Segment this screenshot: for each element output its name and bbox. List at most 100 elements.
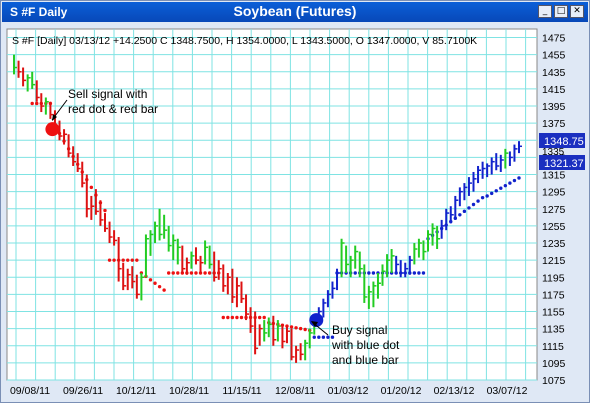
stop-dot [321,335,326,339]
stop-dot [171,271,175,275]
x-tick-label: 11/15/11 [222,385,261,397]
y-tick-label: 1155 [542,307,565,319]
stop-dot [30,101,34,106]
stop-dot [294,326,298,330]
stop-dot [107,258,112,262]
y-tick-label: 1195 [542,272,565,284]
stop-price-label: 1321.37 [544,158,584,170]
stop-dot [262,315,266,320]
last-price-label: 1348.75 [544,136,584,148]
close-button[interactable]: ✕ [570,5,584,18]
x-tick-label: 01/20/12 [381,385,422,397]
stop-dot [157,284,162,289]
window-title: Soybean (Futures) [233,3,357,19]
y-tick-label: 1135 [542,324,565,336]
stop-dot [148,278,153,282]
grid [7,29,537,381]
y-tick-label: 1235 [542,238,566,250]
buy-annotation-line2: with blue dot [331,338,400,352]
stop-dot [221,315,225,320]
y-tick-label: 1115 [542,341,564,353]
buy-arrow-head [311,321,318,327]
buy-annotation-line3: and blue bar [332,353,399,367]
stop-dot [494,189,498,193]
title-bar[interactable]: S #F Daily Soybean (Futures) _ □ ✕ [2,2,588,22]
stop-dot [512,178,517,183]
stop-dot [503,183,508,188]
stop-dot [176,271,180,275]
stop-dot [130,258,134,262]
stop-dot [207,271,212,275]
stop-dot [490,191,494,196]
x-axis: 09/08/11 09/26/11 10/12/11 10/28/11 11/15/11… [10,385,528,397]
sell-signal-dot [45,122,60,137]
buy-annotation-line1: Buy signal [332,323,387,337]
y-tick-label: 1415 [542,84,566,96]
stop-dot [476,199,480,203]
stop-dot [194,271,198,275]
y-tick-label: 1095 [542,358,566,370]
y-tick-label: 1395 [542,101,566,113]
stop-dot [235,315,239,320]
stop-dot [462,209,467,214]
stop-dot [35,101,39,106]
symbol-tab-label: S #F Daily [10,5,68,19]
sell-annotation-line2: red dot & red bar [68,102,158,116]
stop-dot [121,258,125,262]
stop-dot [153,281,157,285]
minimize-button[interactable]: _ [538,5,552,18]
x-tick-label: 09/26/11 [63,385,103,397]
x-tick-label: 10/28/11 [169,385,209,397]
stop-dot [230,315,235,320]
stop-dot [471,202,476,207]
stop-dot [417,271,421,275]
x-tick-label: 02/13/12 [434,385,475,397]
stop-dot [421,271,426,275]
x-tick-label: 09/08/11 [10,385,50,397]
stop-dot [103,208,107,213]
x-tick-label: 12/08/11 [275,385,315,397]
price-bars [13,54,522,363]
x-tick-label: 10/12/11 [116,385,156,397]
y-tick-label: 1475 [542,33,566,45]
stop-dot [326,335,330,339]
y-tick-label: 1215 [542,255,566,267]
y-axis: 1475145514351415139513751355133513151295… [542,33,566,387]
stop-dot [189,271,194,275]
stop-dot [353,271,357,275]
y-tick-label: 1455 [542,50,566,62]
stop-dot [412,271,417,275]
stop-dot [257,315,262,320]
stop-dot [499,186,503,190]
stop-dot [508,181,512,185]
x-tick-label: 01/03/12 [328,385,369,397]
y-tick-label: 1275 [542,204,566,216]
stop-dot [166,271,171,275]
stop-dot [312,335,316,339]
signal-markers [45,122,324,328]
stop-dot [467,206,471,210]
maximize-button[interactable]: □ [554,5,568,18]
stop-dot [239,315,244,320]
stop-dot [371,271,376,275]
stop-dot [367,271,371,275]
sell-annotation-line1: Sell signal with [68,87,147,101]
y-tick-label: 1435 [542,67,566,79]
stop-dot [317,335,321,339]
stop-dot [289,325,294,329]
y-tick-label: 1295 [542,187,566,199]
stop-dot [480,195,485,200]
y-tick-label: 1255 [542,221,566,233]
y-tick-label: 1315 [542,170,566,182]
hidden-tick-label: 1335 [542,147,565,158]
stop-dot [162,288,166,292]
y-tick-label: 1175 [542,289,565,301]
x-tick-label: 03/07/12 [487,385,528,397]
stop-dot [112,258,116,262]
y-tick-label: 1375 [542,118,566,130]
stop-price-box [539,155,585,170]
stop-dot [203,271,207,275]
stop-dot [89,185,94,190]
ohlc-header: S #F [Daily] 03/13/12 +14.2500 C 1348.75… [12,35,477,47]
